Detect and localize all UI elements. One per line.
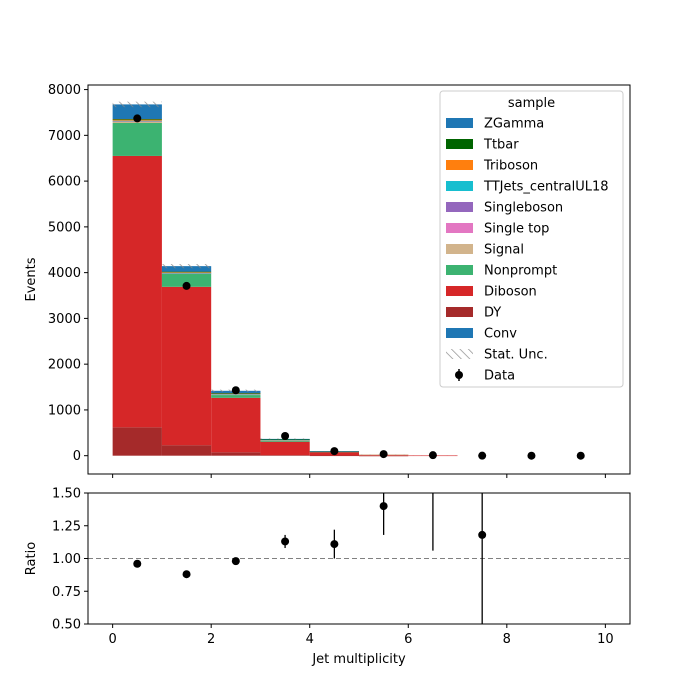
- data-point-8: [527, 451, 536, 460]
- legend-swatch-zgamma: [446, 118, 473, 128]
- ratio-point-0: [133, 559, 142, 568]
- main-ytick-label-2000: 2000: [48, 358, 81, 373]
- legend-swatch-stat-unc-: [446, 349, 473, 359]
- main-ylabel: Events: [24, 257, 39, 301]
- ratio-xtick-label-10: 10: [597, 632, 614, 647]
- data-point-2: [231, 386, 240, 395]
- bar-dy-bin-0: [112, 427, 162, 456]
- ratio-xtick-label-2: 2: [207, 632, 215, 647]
- legend-label-zgamma: ZGamma: [484, 117, 544, 132]
- bar-nonprompt-bin-0: [112, 122, 162, 156]
- ratio-ytick-label-4: 1.50: [52, 487, 81, 502]
- ratio-plot: 0.50 0.75 1.00 1.25 1.50 0 2 4 6 8 10 Ratio Jet mult…: [24, 487, 631, 667]
- data-point-7: [478, 451, 487, 460]
- bar-diboson-bin-1: [161, 286, 212, 446]
- bar-nonprompt-bin-1: [161, 274, 212, 287]
- main-ytick-label-3000: 3000: [48, 312, 81, 327]
- ratio-point-2: [231, 557, 240, 566]
- legend-swatch-conv: [446, 328, 473, 338]
- legend-label-dy: DY: [484, 306, 501, 321]
- legend-swatch-ttjets-centralul18: [446, 181, 473, 191]
- bar-zgamma-bin-1: [161, 266, 212, 272]
- data-point-4: [330, 447, 339, 456]
- bar-triboson-bin-1: [161, 271, 212, 273]
- ratio-xtick-label-8: 8: [503, 632, 511, 647]
- legend-label-triboson: Triboson: [483, 159, 538, 174]
- stat-unc-bin-1: [161, 264, 212, 269]
- main-axes-frame: [87, 84, 631, 475]
- legend-swatch-triboson: [446, 160, 473, 170]
- legend-label-signal: Signal: [484, 243, 524, 258]
- ratio-ytick-label-3: 1.25: [52, 519, 81, 534]
- ratio-xtick-label-4: 4: [306, 632, 314, 647]
- ratio-point-1: [182, 570, 191, 579]
- legend-label-single-top: Single top: [484, 222, 549, 237]
- main-plot: 0 1000 2000 3000 4000 5000 6000 7000 8000 Events s…: [24, 83, 631, 478]
- main-ytick-label-8000: 8000: [48, 83, 81, 98]
- ratio-point-3: [281, 537, 290, 546]
- legend-box: [439, 90, 624, 388]
- bar-diboson-bin-3: [260, 441, 310, 456]
- data-point-0: [133, 114, 142, 123]
- bar-nonprompt-bin-2: [211, 395, 261, 398]
- data-point-3: [281, 432, 290, 441]
- data-point-1: [182, 281, 191, 290]
- main-ytick-label-0: 0: [73, 449, 81, 464]
- bar-ttbar-bin-1: [161, 271, 212, 273]
- ratio-xtick-label-0: 0: [108, 632, 116, 647]
- bar-dy-bin-3: [260, 455, 310, 456]
- main-ytick-label-6000: 6000: [48, 175, 81, 190]
- ratio-xlabel: Jet multiplicity: [311, 652, 406, 667]
- legend-label-nonprompt: Nonprompt: [484, 264, 557, 279]
- legend-label-conv: Conv: [484, 327, 517, 342]
- ratio-ylabel: Ratio: [24, 542, 39, 575]
- ratio-ytick-label-1: 0.75: [52, 585, 81, 600]
- legend-label-singleboson: Singleboson: [484, 201, 563, 216]
- ratio-point-7: [478, 530, 487, 539]
- data-point-9: [576, 451, 585, 460]
- bar-zgamma-bin-0: [112, 104, 162, 120]
- main-ytick-label-1000: 1000: [48, 403, 81, 418]
- legend-label-diboson: Diboson: [484, 285, 537, 300]
- bar-dy-bin-1: [161, 445, 212, 456]
- main-ytick-label-5000: 5000: [48, 220, 81, 235]
- ratio-point-4: [330, 540, 339, 549]
- bar-dy-bin-4: [309, 455, 359, 457]
- main-ytick-label-4000: 4000: [48, 266, 81, 281]
- bar-dy-bin-2: [211, 452, 261, 456]
- legend-swatch-ttbar: [446, 139, 473, 149]
- legend-swatch-single-top: [446, 223, 473, 233]
- legend-label-data: Data: [484, 369, 515, 384]
- legend-swatch-nonprompt: [446, 265, 473, 275]
- data-point-5: [379, 450, 388, 459]
- legend-label-ttbar: Ttbar: [483, 138, 519, 153]
- ratio-ytick-label-2: 1.00: [52, 552, 81, 567]
- legend-swatch-diboson: [446, 286, 473, 296]
- legend-marker-data: [455, 371, 463, 379]
- legend-title: sample: [508, 96, 555, 111]
- legend-label-stat-unc-: Stat. Unc.: [484, 348, 548, 363]
- ratio-point-5: [379, 502, 388, 511]
- data-point-6: [428, 451, 437, 460]
- ratio-xtick-label-6: 6: [404, 632, 412, 647]
- legend-swatch-dy: [446, 307, 473, 317]
- bar-diboson-bin-2: [211, 397, 261, 453]
- legend-label-ttjets-centralul18: TTJets_centralUL18: [483, 180, 609, 195]
- legend-swatch-signal: [446, 244, 473, 254]
- main-ytick-label-7000: 7000: [48, 129, 81, 144]
- legend-swatch-singleboson: [446, 202, 473, 212]
- bar-nonprompt-bin-3: [260, 440, 310, 442]
- bar-diboson-bin-0: [112, 155, 162, 428]
- bar-ttjets-centralul18-bin-1: [161, 272, 212, 274]
- bar-signal-bin-2: [211, 393, 261, 396]
- stat-unc-bin-0: [112, 101, 162, 108]
- ratio-ytick-label-0: 0.50: [52, 618, 81, 633]
